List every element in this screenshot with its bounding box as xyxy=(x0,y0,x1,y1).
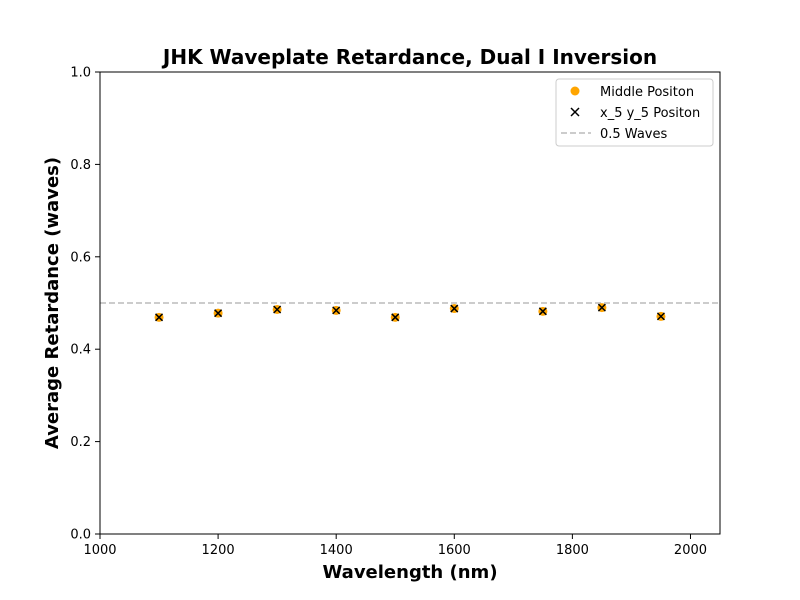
x-tick-label: 1800 xyxy=(556,543,589,558)
y-tick-label: 0.2 xyxy=(70,435,91,450)
axis-ticks: 1000 1200 1400 1600 1800 2000 0.0 0.2 0.4 0.6 0.8 1… xyxy=(70,66,707,559)
x-axis-label: Wavelength (nm) xyxy=(322,562,497,583)
x-tick-label: 1000 xyxy=(83,543,116,558)
y-tick-label: 0.8 xyxy=(70,158,91,173)
legend-marker-middle-position xyxy=(570,86,580,96)
point-x5-y5-position xyxy=(155,313,164,322)
point-x5-y5-position xyxy=(332,306,341,315)
point-x5-y5-position xyxy=(538,307,547,316)
legend-label-x5-y5-position: x_5 y_5 Positon xyxy=(600,106,700,121)
y-tick-label: 0.4 xyxy=(70,343,91,358)
legend-marker-x5-y5-position xyxy=(570,107,580,117)
y-axis-label: Average Retardance (waves) xyxy=(42,157,63,449)
legend-box xyxy=(555,78,714,147)
legend-label-middle-position: Middle Positon xyxy=(600,85,694,100)
x-tick-label: 1400 xyxy=(320,543,353,558)
legend-label-reference-line: 0.5 Waves xyxy=(600,127,667,142)
point-x5-y5-position xyxy=(391,313,400,322)
plot-frame xyxy=(99,71,721,535)
point-x5-y5-position xyxy=(214,309,223,318)
y-tick-label: 0.0 xyxy=(70,528,91,543)
x-tick-label: 2000 xyxy=(674,543,707,558)
data-points xyxy=(154,303,666,322)
point-x5-y5-position xyxy=(597,303,606,312)
point-x5-y5-position xyxy=(656,312,665,321)
point-x5-y5-position xyxy=(273,305,282,314)
y-tick-label: 1.0 xyxy=(70,66,91,81)
point-x5-y5-position xyxy=(450,304,459,313)
legend: Middle Positon x_5 y_5 Positon 0.5 Waves xyxy=(555,78,714,147)
x-tick-label: 1200 xyxy=(202,543,235,558)
x-tick-label: 1600 xyxy=(438,543,471,558)
y-tick-label: 0.6 xyxy=(70,250,91,265)
chart-title: JHK Waveplate Retardance, Dual I Inversi… xyxy=(161,45,657,69)
